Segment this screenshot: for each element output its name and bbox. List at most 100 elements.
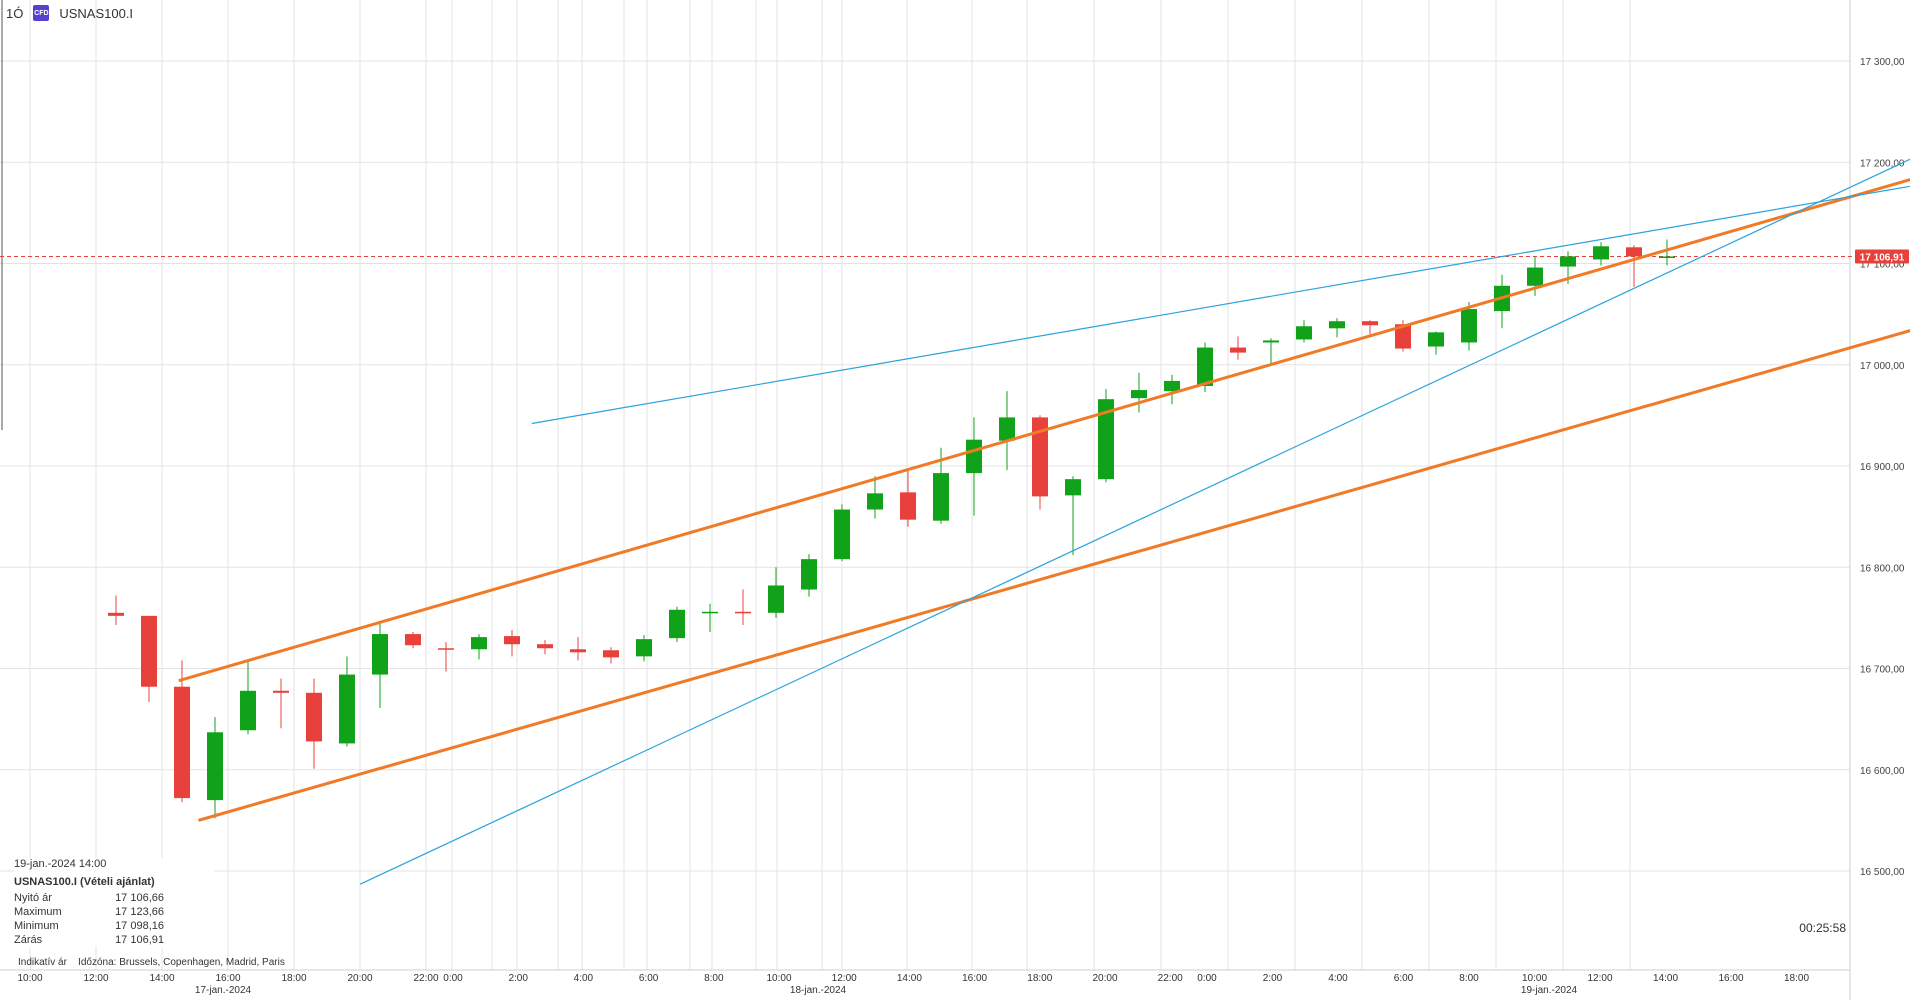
cfd-icon: CFD — [33, 5, 50, 21]
instrument-name[interactable]: USNAS100.I — [59, 5, 134, 21]
candle-body[interactable] — [735, 611, 751, 614]
candle-body[interactable] — [900, 492, 916, 520]
candle-body[interactable] — [438, 648, 454, 650]
x-date-label: 18-jan.-2024 — [790, 985, 847, 996]
candle-body[interactable] — [372, 634, 388, 675]
trend-line[interactable] — [359, 157, 1910, 885]
y-tick-label: 16 500,00 — [1860, 867, 1905, 878]
candle-body[interactable] — [636, 639, 652, 657]
candle-body[interactable] — [933, 473, 949, 521]
candle-body[interactable] — [207, 732, 223, 801]
candle-body[interactable] — [570, 649, 586, 653]
x-tick-label: 2:00 — [508, 973, 528, 984]
candle-body[interactable] — [1560, 256, 1576, 267]
timezone-label: Időzóna: Brussels, Copenhagen, Madrid, P… — [78, 957, 285, 968]
y-tick-label: 16 600,00 — [1860, 766, 1905, 777]
candle-body[interactable] — [273, 690, 289, 693]
footer-note: Indikatív ár Időzóna: Brussels, Copenhag… — [18, 957, 285, 968]
candle-body[interactable] — [1065, 479, 1081, 496]
candle-body[interactable] — [471, 637, 487, 650]
info-label: Maximum — [14, 906, 62, 918]
candle-body[interactable] — [669, 609, 685, 639]
candle-body[interactable] — [1593, 246, 1609, 260]
info-row-high: Maximum 17 123,66 — [14, 905, 164, 919]
chart-header: 1Ó CFD USNAS100.I — [6, 4, 133, 22]
x-tick-label: 0:00 — [443, 973, 463, 984]
x-tick-label: 10:00 — [17, 973, 42, 984]
x-tick-label: 0:00 — [1197, 973, 1217, 984]
x-tick-label: 16:00 — [215, 973, 240, 984]
trend-line[interactable] — [531, 185, 1910, 425]
x-tick-label: 6:00 — [639, 973, 659, 984]
candle-body[interactable] — [768, 585, 784, 613]
candle-body[interactable] — [108, 612, 124, 616]
candle-body[interactable] — [1362, 321, 1378, 326]
candle-body[interactable] — [306, 692, 322, 742]
x-tick-label: 18:00 — [281, 973, 306, 984]
info-label: Minimum — [14, 920, 59, 932]
x-tick-label: 14:00 — [1653, 973, 1678, 984]
current-price-tag — [1855, 249, 1909, 264]
candle-body[interactable] — [834, 509, 850, 560]
candle-body[interactable] — [1263, 340, 1279, 343]
candle-body[interactable] — [1395, 324, 1411, 349]
candle-body[interactable] — [1032, 417, 1048, 497]
x-tick-label: 18:00 — [1784, 973, 1809, 984]
candle-body[interactable] — [999, 417, 1015, 441]
candle-body[interactable] — [1428, 332, 1444, 347]
ohlc-info-panel: 19-jan.-2024 14:00 USNAS100.I (Vételi aj… — [14, 858, 214, 947]
candle-body[interactable] — [1461, 309, 1477, 343]
x-tick-label: 14:00 — [897, 973, 922, 984]
candle-body[interactable] — [174, 686, 190, 799]
y-tick-label: 17 100,00 — [1860, 260, 1905, 271]
x-tick-label: 16:00 — [1718, 973, 1743, 984]
indicative-price-label: Indikatív ár — [18, 957, 67, 968]
candle-body[interactable] — [504, 636, 520, 645]
x-tick-label: 10:00 — [1522, 973, 1547, 984]
candle-body[interactable] — [1296, 326, 1312, 340]
timeframe-label[interactable]: 1Ó — [6, 5, 24, 21]
candle-body[interactable] — [966, 439, 982, 474]
candle-body[interactable] — [1527, 267, 1543, 286]
x-tick-label: 18:00 — [1027, 973, 1052, 984]
x-tick-label: 6:00 — [1394, 973, 1414, 984]
y-tick-label: 16 800,00 — [1860, 563, 1905, 574]
info-value: 17 106,91 — [115, 934, 164, 946]
candle-body[interactable] — [240, 690, 256, 731]
info-value: 17 098,16 — [115, 920, 164, 932]
x-tick-label: 4:00 — [574, 973, 594, 984]
candle-body[interactable] — [801, 559, 817, 590]
candle-body[interactable] — [1098, 399, 1114, 480]
info-row-open: Nyitó ár 17 106,66 — [14, 891, 164, 905]
channel-line[interactable] — [198, 329, 1910, 822]
candle-body[interactable] — [702, 611, 718, 614]
x-tick-label: 10:00 — [766, 973, 791, 984]
candle-body[interactable] — [339, 674, 355, 744]
candle-body[interactable] — [1164, 380, 1180, 392]
y-tick-label: 16 900,00 — [1860, 462, 1905, 473]
x-tick-label: 12:00 — [1587, 973, 1612, 984]
candle-body[interactable] — [1131, 390, 1147, 399]
channel-line[interactable] — [178, 176, 1910, 683]
x-tick-label: 22:00 — [1158, 973, 1183, 984]
candle-body[interactable] — [867, 493, 883, 510]
candle-body[interactable] — [603, 650, 619, 658]
x-tick-label: 20:00 — [347, 973, 372, 984]
x-date-label: 17-jan.-2024 — [195, 985, 252, 996]
candle-body[interactable] — [1329, 321, 1345, 329]
candle-body[interactable] — [1626, 247, 1642, 257]
x-tick-label: 12:00 — [832, 973, 857, 984]
candle-body[interactable] — [1659, 256, 1675, 259]
candle-body[interactable] — [141, 615, 157, 687]
x-tick-label: 14:00 — [149, 973, 174, 984]
y-tick-label: 17 200,00 — [1860, 158, 1905, 169]
x-tick-label: 2:00 — [1263, 973, 1283, 984]
candle-body[interactable] — [405, 634, 421, 646]
current-price-label: 17 106,91 — [1860, 253, 1905, 264]
candle-body[interactable] — [537, 644, 553, 649]
candle-body[interactable] — [1197, 347, 1213, 387]
candle-body[interactable] — [1230, 347, 1246, 353]
info-label: Nyitó ár — [14, 892, 52, 904]
